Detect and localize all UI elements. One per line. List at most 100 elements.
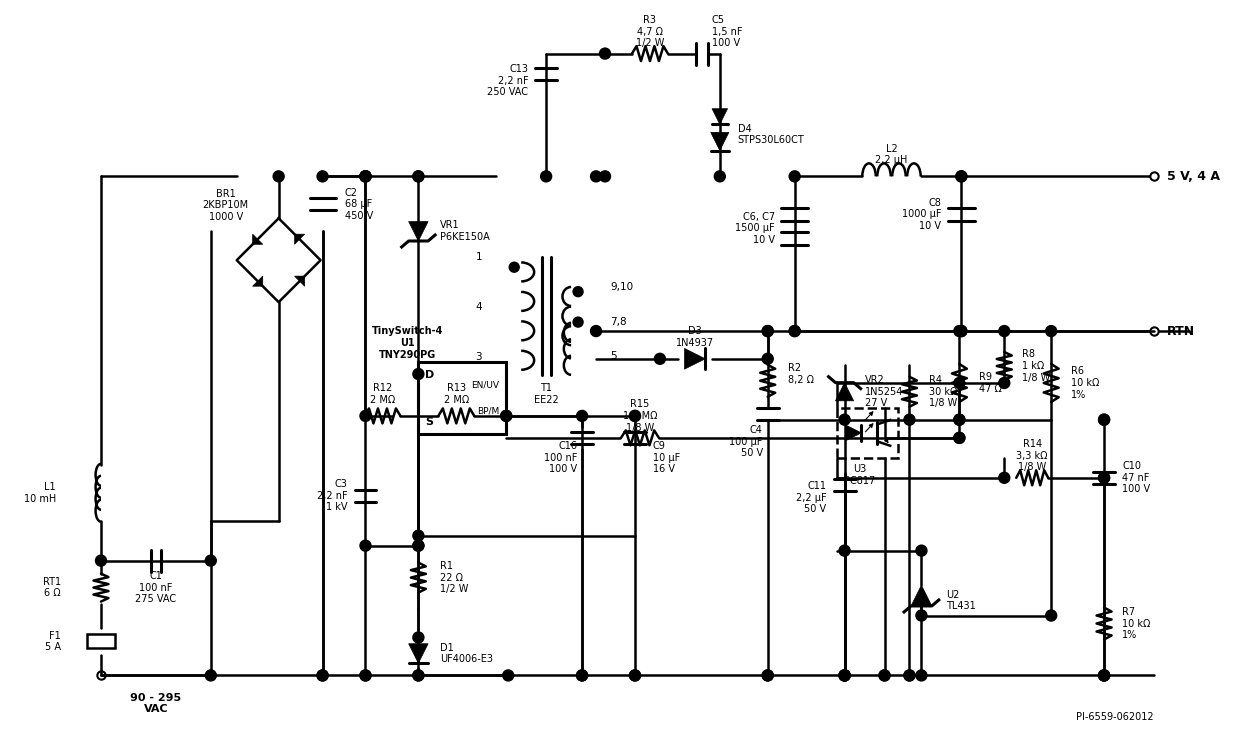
Text: VR1
P6KE150A: VR1 P6KE150A (440, 221, 490, 242)
Circle shape (956, 171, 967, 182)
Circle shape (954, 414, 965, 425)
Circle shape (206, 670, 216, 681)
Text: L1
10 mH: L1 10 mH (24, 482, 56, 503)
Text: U3
PC817: U3 PC817 (844, 464, 875, 486)
Circle shape (839, 670, 851, 681)
Circle shape (839, 670, 851, 681)
Text: R6
10 kΩ
1%: R6 10 kΩ 1% (1071, 366, 1100, 399)
Circle shape (879, 670, 890, 681)
Bar (87, 635, 115, 649)
Circle shape (541, 171, 552, 182)
Circle shape (763, 325, 774, 337)
Circle shape (95, 555, 107, 566)
Circle shape (1045, 325, 1056, 337)
Circle shape (577, 410, 588, 421)
Text: R2
8,2 Ω: R2 8,2 Ω (787, 363, 813, 384)
Text: R9
47 Ω: R9 47 Ω (980, 372, 1002, 394)
Circle shape (413, 171, 424, 182)
Circle shape (501, 410, 512, 421)
Circle shape (916, 610, 928, 621)
Circle shape (904, 414, 915, 425)
Circle shape (573, 286, 583, 297)
Circle shape (501, 410, 512, 421)
Circle shape (839, 670, 851, 681)
Circle shape (916, 545, 928, 556)
Text: F1
5 A: F1 5 A (45, 631, 61, 652)
Circle shape (630, 410, 641, 421)
Circle shape (413, 368, 424, 379)
Text: RTN: RTN (1167, 325, 1195, 337)
Circle shape (413, 540, 424, 551)
Circle shape (763, 354, 774, 365)
Text: TinySwitch-4
U1
TNY290PG: TinySwitch-4 U1 TNY290PG (372, 326, 443, 359)
Circle shape (1099, 670, 1110, 681)
Circle shape (630, 410, 641, 421)
Circle shape (904, 670, 915, 681)
Circle shape (956, 171, 967, 182)
Circle shape (998, 472, 1009, 483)
Text: R13
2 MΩ: R13 2 MΩ (444, 383, 469, 404)
Circle shape (510, 262, 520, 272)
Text: VR2
1N5254
27 V: VR2 1N5254 27 V (864, 375, 903, 408)
Circle shape (599, 171, 610, 182)
Text: BR1
2KBP10M
1000 V: BR1 2KBP10M 1000 V (202, 189, 249, 222)
Text: R12
2 MΩ: R12 2 MΩ (370, 383, 396, 404)
Polygon shape (253, 234, 263, 244)
Circle shape (413, 530, 424, 541)
Polygon shape (409, 644, 428, 663)
Polygon shape (846, 425, 862, 441)
Circle shape (630, 670, 641, 681)
Text: C10
47 nF
100 V: C10 47 nF 100 V (1122, 461, 1151, 494)
Circle shape (1099, 670, 1110, 681)
Text: 3: 3 (476, 352, 482, 362)
Polygon shape (409, 221, 428, 241)
Circle shape (839, 545, 851, 556)
Text: D4
STPS30L60CT: D4 STPS30L60CT (738, 124, 805, 145)
Circle shape (954, 432, 965, 444)
Text: R3
4,7 Ω
1/2 W: R3 4,7 Ω 1/2 W (636, 15, 665, 48)
Circle shape (839, 670, 851, 681)
Circle shape (413, 632, 424, 643)
Circle shape (1099, 414, 1110, 425)
Circle shape (916, 670, 928, 681)
Circle shape (714, 171, 725, 182)
Text: C1
100 nF
275 VAC: C1 100 nF 275 VAC (135, 571, 176, 604)
Text: 5 V, 4 A: 5 V, 4 A (1167, 170, 1220, 183)
Bar (418, 362, 506, 434)
Circle shape (1099, 414, 1110, 425)
Circle shape (599, 48, 610, 59)
Circle shape (413, 670, 424, 681)
Circle shape (590, 171, 601, 182)
Circle shape (1045, 610, 1056, 621)
Circle shape (839, 414, 851, 425)
Circle shape (954, 432, 965, 444)
Circle shape (590, 325, 601, 337)
Text: R4
30 kΩ
1/8 W: R4 30 kΩ 1/8 W (930, 375, 957, 408)
Text: T1
EE22: T1 EE22 (533, 383, 558, 404)
Circle shape (954, 377, 965, 388)
Text: C3
2,2 nF
1 kV: C3 2,2 nF 1 kV (317, 479, 347, 512)
Text: C6, C7
1500 μF
10 V: C6, C7 1500 μF 10 V (735, 212, 775, 245)
Text: D3
1N4937: D3 1N4937 (676, 326, 714, 348)
Text: R7
10 kΩ
1%: R7 10 kΩ 1% (1122, 607, 1151, 640)
Text: R8
1 kΩ
1/8 W: R8 1 kΩ 1/8 W (1022, 349, 1050, 382)
Circle shape (954, 325, 965, 337)
Circle shape (360, 171, 371, 182)
Text: D: D (425, 370, 434, 380)
Text: U2
TL431: U2 TL431 (946, 590, 976, 611)
Circle shape (360, 670, 371, 681)
Text: 7,8: 7,8 (610, 317, 626, 327)
Text: C11
2,2 μF
50 V: C11 2,2 μF 50 V (796, 481, 827, 514)
Circle shape (360, 171, 371, 182)
Bar (837, 408, 899, 458)
Circle shape (206, 555, 216, 566)
Circle shape (954, 414, 965, 425)
Text: L2
2,2 μH: L2 2,2 μH (875, 144, 908, 165)
Circle shape (360, 540, 371, 551)
Text: C4
100 μF
50 V: C4 100 μF 50 V (729, 425, 763, 458)
Circle shape (789, 325, 800, 337)
Circle shape (413, 171, 424, 182)
Circle shape (789, 325, 800, 337)
Polygon shape (295, 276, 305, 286)
Circle shape (763, 325, 774, 337)
